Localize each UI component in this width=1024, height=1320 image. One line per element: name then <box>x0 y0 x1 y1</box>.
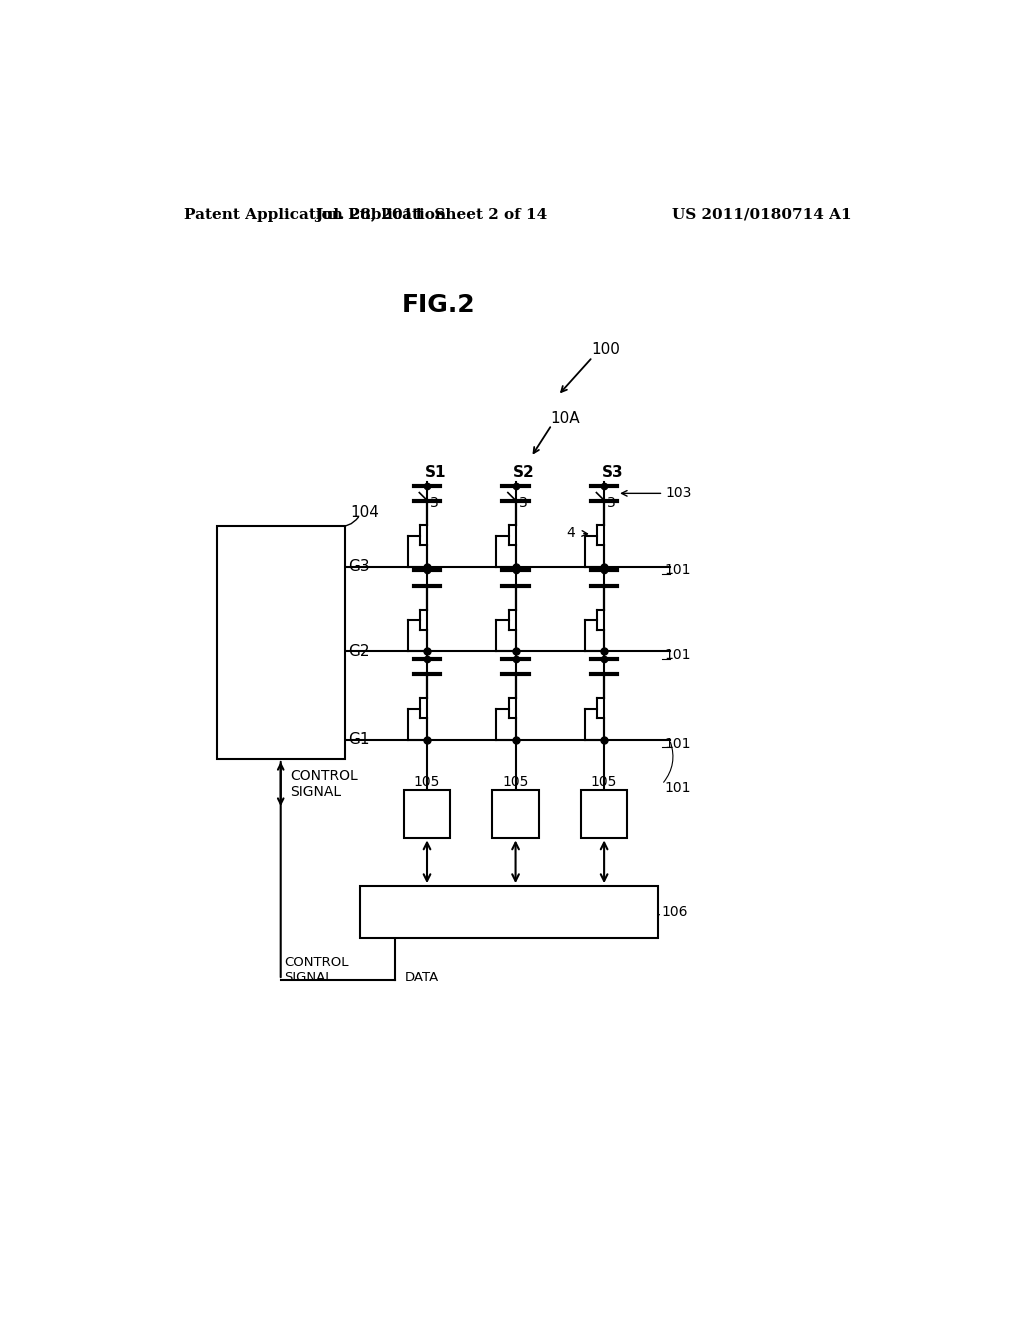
Bar <box>403 789 451 838</box>
Text: SIGNAL PROCESSING: SIGNAL PROCESSING <box>429 896 590 912</box>
Bar <box>217 525 345 759</box>
Bar <box>360 886 658 937</box>
Text: 101: 101 <box>665 737 690 751</box>
Text: CONTROL: CONTROL <box>245 645 316 660</box>
Bar <box>493 789 539 838</box>
Text: G1: G1 <box>348 733 370 747</box>
Text: DEVICE: DEVICE <box>254 665 307 681</box>
Text: 106: 106 <box>662 904 688 919</box>
Text: 105: 105 <box>591 775 617 789</box>
Text: 3: 3 <box>430 495 439 510</box>
Text: FIG.2: FIG.2 <box>401 293 475 317</box>
Text: 101: 101 <box>665 564 690 577</box>
Text: DATA: DATA <box>404 970 439 983</box>
Text: 3: 3 <box>518 495 527 510</box>
Text: Patent Application Publication: Patent Application Publication <box>184 207 446 222</box>
Text: 4: 4 <box>566 527 574 540</box>
Text: G3: G3 <box>348 558 370 574</box>
Text: CONTROL
SIGNAL: CONTROL SIGNAL <box>290 768 357 799</box>
Text: Jul. 28, 2011  Sheet 2 of 14: Jul. 28, 2011 Sheet 2 of 14 <box>314 207 547 222</box>
Text: 103: 103 <box>666 486 692 500</box>
Text: US 2011/0180714 A1: US 2011/0180714 A1 <box>672 207 852 222</box>
Text: SCAN: SCAN <box>260 606 301 620</box>
Text: 101: 101 <box>665 648 690 663</box>
Text: 100: 100 <box>591 342 620 356</box>
Text: 101: 101 <box>665 781 690 795</box>
Text: S3: S3 <box>602 465 624 480</box>
Text: S2: S2 <box>513 465 535 480</box>
Text: CONTROL
SIGNAL: CONTROL SIGNAL <box>285 956 349 983</box>
Text: DEVICE: DEVICE <box>480 913 538 928</box>
Text: 105: 105 <box>414 775 440 789</box>
Text: S1: S1 <box>425 465 446 480</box>
Text: 105: 105 <box>503 775 528 789</box>
Text: 3: 3 <box>607 495 616 510</box>
Text: G2: G2 <box>348 644 370 659</box>
Text: 104: 104 <box>350 506 379 520</box>
Text: SIGNAL: SIGNAL <box>254 626 307 640</box>
Text: 10A: 10A <box>550 411 580 426</box>
Bar <box>581 789 628 838</box>
